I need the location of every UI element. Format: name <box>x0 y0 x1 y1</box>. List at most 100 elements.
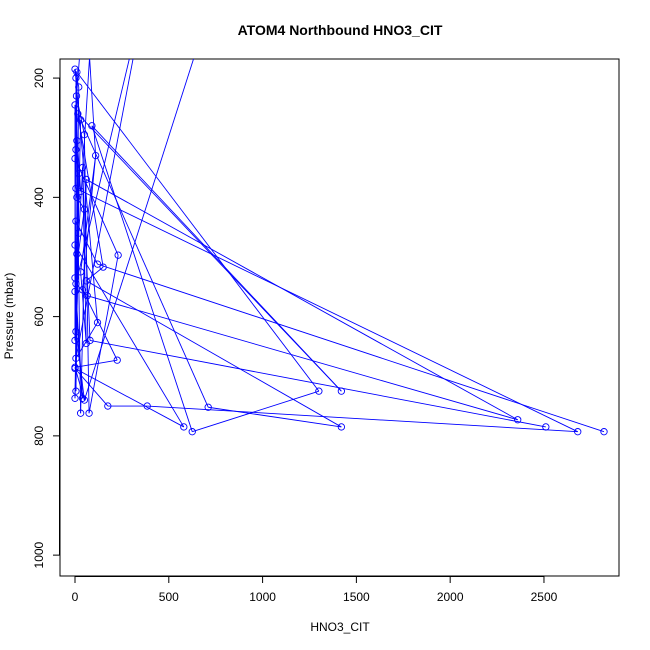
data-point <box>72 92 81 100</box>
data-point <box>82 277 90 285</box>
data-point <box>78 394 87 402</box>
data-point <box>73 137 81 145</box>
series-line-segment <box>86 280 342 428</box>
series-line-segment <box>74 69 98 323</box>
data-point <box>113 356 121 364</box>
data-point <box>88 122 96 130</box>
x-tick-label: 0 <box>72 590 79 604</box>
data-point <box>78 163 87 172</box>
data-point <box>73 250 81 258</box>
data-point <box>71 364 79 373</box>
data-point <box>337 387 346 395</box>
data-point <box>93 260 102 268</box>
series-line-segment <box>75 59 134 359</box>
data-point <box>337 423 346 431</box>
series-line-segment <box>74 368 185 428</box>
data-point <box>72 217 80 225</box>
data-point <box>104 402 112 410</box>
series-line-segment <box>89 340 546 428</box>
series-line-segment <box>74 158 78 198</box>
data-point <box>71 154 79 163</box>
series-line-segment <box>88 255 119 414</box>
data-point <box>72 74 80 82</box>
data-point <box>72 354 80 362</box>
data-point <box>74 110 82 118</box>
data-point <box>180 423 188 431</box>
data-point <box>114 251 122 259</box>
series-layer <box>71 59 608 436</box>
series-line-segment <box>74 359 118 368</box>
y-tick-label: 400 <box>32 187 46 207</box>
data-point <box>204 403 212 411</box>
series-line-segment <box>77 113 104 268</box>
data-point <box>91 151 100 160</box>
x-tick-label: 500 <box>159 590 179 604</box>
series-line-segment <box>75 220 98 265</box>
data-point <box>73 193 81 201</box>
data-point <box>76 268 85 276</box>
data-point <box>71 336 79 345</box>
x-axis-label: HNO3_CIT <box>310 620 370 634</box>
data-point <box>72 387 80 395</box>
data-point <box>93 318 102 327</box>
series-line-segment <box>147 405 578 433</box>
data-point <box>76 409 85 417</box>
data-point <box>75 83 83 91</box>
series-line-segment <box>83 59 194 401</box>
x-tick-label: 2500 <box>531 590 558 604</box>
series-line-segment <box>87 295 518 421</box>
series-line-segment <box>97 263 605 433</box>
data-point <box>514 416 522 424</box>
series-line-segment <box>75 187 578 433</box>
series-line-segment <box>76 71 320 392</box>
y-tick-label: 200 <box>32 68 46 88</box>
series-line-segment <box>83 134 90 414</box>
data-point <box>83 292 91 300</box>
x-tick-label: 1000 <box>249 590 276 604</box>
series-line-segment <box>208 406 342 428</box>
data-point <box>143 402 151 410</box>
data-point <box>71 241 79 249</box>
chart-title: ATOM4 Northbound HNO3_CIT <box>238 22 443 38</box>
data-point <box>71 394 79 402</box>
y-tick-label: 600 <box>32 306 46 326</box>
x-axis: 0 500 1000 1500 2000 2500 <box>72 576 558 604</box>
data-point <box>72 280 80 288</box>
series-line-segment <box>91 125 342 392</box>
x-tick-label: 2000 <box>437 590 464 604</box>
data-point <box>80 131 89 139</box>
series-line-segment <box>80 271 87 344</box>
data-point <box>76 187 85 196</box>
data-point <box>574 428 582 436</box>
data-point <box>82 175 90 184</box>
series-line-segment <box>80 119 209 408</box>
data-point <box>75 229 83 237</box>
data-point <box>542 423 550 431</box>
data-point <box>72 145 80 154</box>
x-tick-label: 1500 <box>343 590 370 604</box>
y-tick-label: 1000 <box>32 541 46 568</box>
data-point <box>99 263 107 271</box>
data-point <box>78 286 87 294</box>
series-line-segment <box>74 244 185 428</box>
data-point <box>85 409 93 417</box>
y-axis: 200 400 600 800 1000 <box>32 68 60 568</box>
data-point <box>188 428 196 436</box>
data-point <box>71 287 79 296</box>
data-point <box>80 205 89 213</box>
y-tick-label: 800 <box>32 426 46 446</box>
data-point <box>82 339 90 348</box>
data-point <box>80 396 89 404</box>
data-point <box>75 169 83 178</box>
data-point <box>600 428 608 436</box>
data-point <box>76 116 85 124</box>
series-line-segment <box>86 179 518 421</box>
data-point <box>71 101 79 109</box>
data-point <box>315 387 323 395</box>
series-line-segment <box>78 59 90 234</box>
series-line-segment <box>74 209 85 278</box>
series-line-segment <box>192 390 320 433</box>
y-axis-label: Pressure (mbar) <box>2 273 16 360</box>
